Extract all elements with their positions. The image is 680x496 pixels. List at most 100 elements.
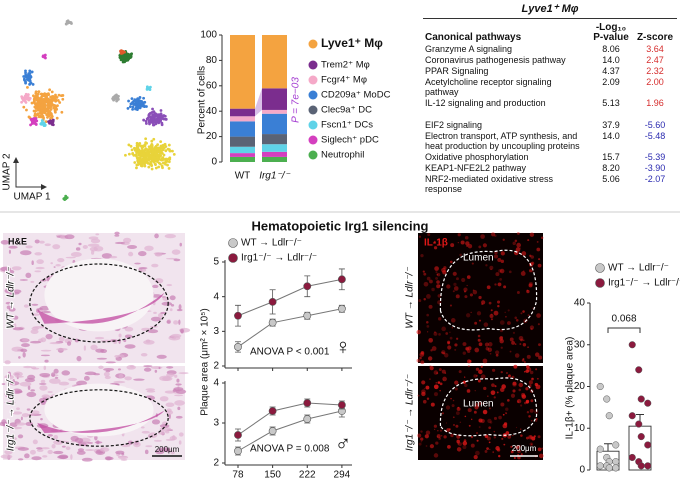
he-tissue (82, 245, 88, 250)
if-signal (478, 369, 483, 375)
he-tissue (44, 243, 51, 247)
umap-cell (40, 119, 44, 122)
legend-swatch (308, 120, 318, 130)
he-tissue (39, 385, 48, 391)
he-tissue (133, 441, 141, 448)
if-signal (480, 234, 485, 239)
umap-cell (28, 69, 32, 73)
if-signal (526, 411, 530, 414)
umap-cell (165, 159, 169, 163)
umap-cell (22, 105, 26, 109)
if-signal (525, 436, 529, 440)
if-signal (445, 405, 451, 410)
if-signal (536, 240, 539, 243)
umap-arrow (13, 157, 47, 190)
he-tissue (9, 422, 18, 428)
if-signal (481, 300, 486, 305)
if-signal (510, 445, 513, 448)
umap-cell (42, 55, 46, 59)
he-tissue (12, 327, 24, 331)
if-signal (431, 346, 437, 351)
if-signal (417, 394, 420, 397)
umap-cell (154, 122, 158, 126)
if-signal (497, 304, 500, 308)
if-signal (442, 352, 446, 355)
he-tissue (0, 454, 13, 459)
umap-cell (168, 149, 172, 153)
if-signal (525, 400, 529, 404)
legend-label: CD209a⁺ MoDC (321, 90, 391, 101)
if-signal (512, 389, 516, 393)
if-signal (422, 270, 425, 273)
if-signal (473, 410, 477, 414)
if-signal (500, 346, 503, 349)
table-cell: 14.0 (602, 131, 620, 141)
he-tissue (161, 301, 173, 306)
umap-cell (136, 101, 139, 105)
if-signal (531, 270, 534, 273)
he-tissue (175, 383, 182, 386)
if-signal (439, 389, 441, 392)
he-tissue (175, 389, 187, 394)
if-signal (502, 413, 505, 416)
he-tissue (170, 303, 175, 307)
if-signal (455, 424, 459, 428)
if-signal (472, 289, 475, 292)
he-tissue (173, 258, 181, 262)
table-cell: 1.96 (646, 98, 664, 108)
umap-cell (129, 144, 133, 148)
if-signal (521, 394, 527, 399)
table-cell: PPAR Signaling (425, 66, 489, 76)
umap-cell (34, 107, 38, 110)
umap-cell (124, 153, 127, 157)
if-signal (531, 377, 534, 380)
umap-cell (36, 92, 40, 96)
if-signal (512, 434, 514, 437)
if-signal (433, 453, 439, 458)
if-signal (527, 314, 530, 317)
umap-cell (35, 102, 39, 105)
he-tissue (4, 401, 16, 404)
he-tissue (27, 385, 31, 391)
he-tissue (76, 355, 82, 362)
if-signal (466, 275, 471, 279)
if-signal (522, 358, 525, 360)
data-point (635, 366, 643, 374)
if-signal (453, 282, 457, 287)
he-tissue (165, 430, 170, 434)
umap-cell (149, 144, 153, 147)
if-signal (495, 272, 500, 277)
if-signal (452, 416, 455, 419)
if-signal (457, 233, 461, 237)
if-signal (417, 433, 422, 438)
if-signal (439, 429, 443, 432)
umap-cell (50, 103, 54, 107)
table-cell: Granzyme A signaling (425, 44, 513, 54)
if-signal (475, 450, 480, 456)
if-signal (423, 387, 426, 390)
if-signal (530, 327, 533, 331)
umap-cell (145, 152, 149, 156)
he-tissue (100, 349, 108, 354)
umap-cell (172, 152, 176, 156)
he-tissue (85, 449, 95, 451)
if-signal (444, 372, 447, 374)
he-tissue (166, 373, 175, 378)
he-tissue (7, 437, 11, 440)
he-tissue (121, 452, 125, 456)
table-cell: 5.13 (602, 98, 620, 108)
if-signal (470, 435, 474, 439)
if-signal (530, 399, 534, 403)
he-tissue (70, 435, 79, 442)
if-signal (489, 265, 494, 270)
if-signal (493, 430, 496, 433)
if-signal (492, 451, 494, 453)
he-tissue (138, 267, 148, 270)
if-signal (480, 374, 486, 380)
umap-cell (150, 167, 154, 171)
if-signal (477, 379, 481, 383)
if-signal (511, 340, 516, 345)
he-tissue (50, 262, 53, 265)
if-signal (520, 453, 523, 456)
he-tissue (149, 325, 158, 328)
